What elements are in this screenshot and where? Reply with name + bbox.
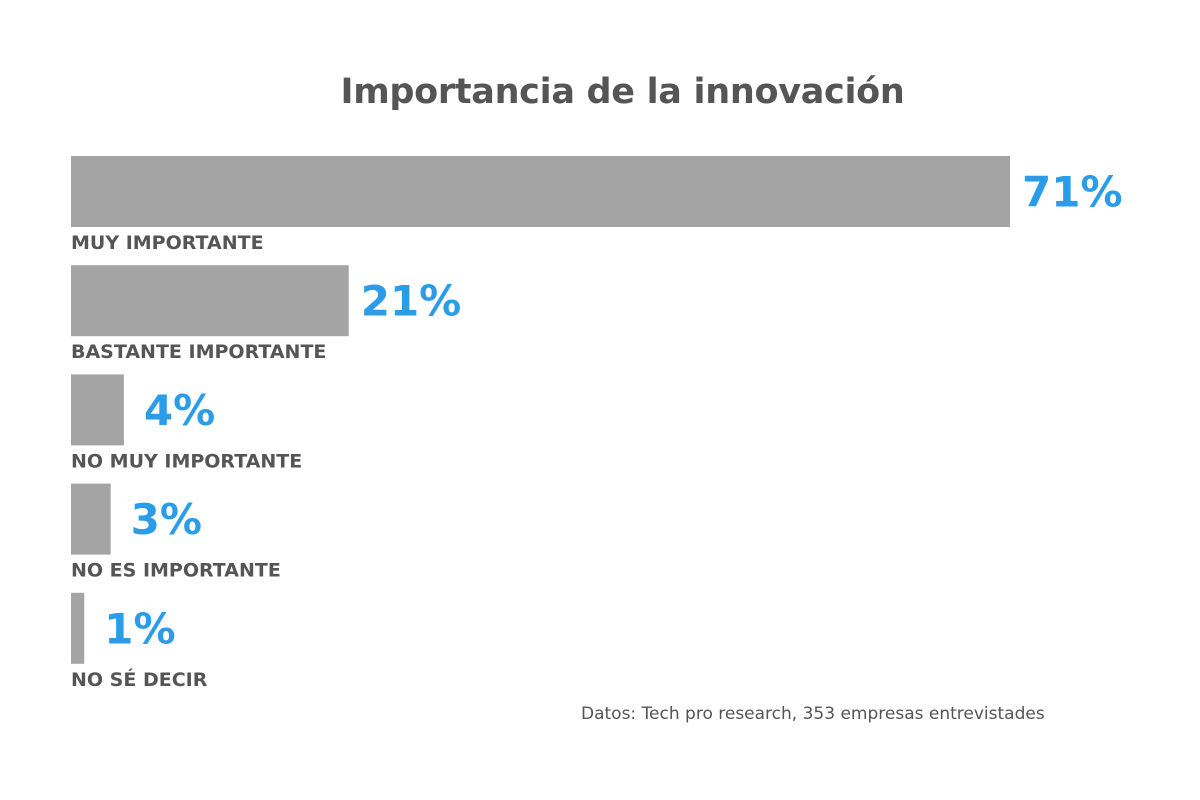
- category-label-3: NO MUY IMPORTANTE: [71, 450, 302, 472]
- category-label-1: MUY IMPORTANTE: [71, 232, 264, 254]
- category-label-4: NO ES IMPORTANTE: [71, 560, 281, 582]
- bar-3: [71, 374, 124, 446]
- source-note: Datos: Tech pro research, 353 empresas e…: [581, 704, 1045, 724]
- bar-2: [71, 265, 349, 337]
- value-label-5: 1%: [104, 604, 175, 653]
- category-label-2: BASTANTE IMPORTANTE: [71, 341, 326, 363]
- chart-title: Importancia de la innovación: [340, 72, 905, 112]
- value-label-4: 3%: [131, 495, 202, 544]
- bar-1: [71, 156, 1010, 227]
- value-label-2: 21%: [361, 277, 462, 326]
- bar-4: [71, 483, 111, 555]
- value-label-1: 71%: [1022, 168, 1123, 217]
- bar-5: [71, 592, 85, 664]
- category-label-5: NO SÉ DECIR: [71, 668, 208, 691]
- value-label-3: 4%: [144, 386, 215, 435]
